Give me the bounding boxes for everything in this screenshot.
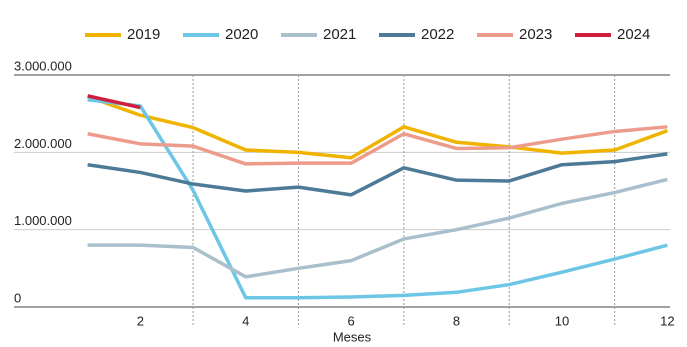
legend-text: 2024 <box>617 26 650 43</box>
series-line <box>87 125 668 166</box>
legend-text: 2019 <box>127 26 160 43</box>
series-line <box>87 95 668 160</box>
x-tick-label: 12 <box>660 313 674 328</box>
series-line <box>87 94 141 110</box>
x-tick-label: 2 <box>137 313 144 328</box>
legend-text: 2020 <box>225 26 258 43</box>
legend-text: 2021 <box>323 26 356 43</box>
y-tick-label: 0 <box>14 290 21 305</box>
x-tick-label: 4 <box>242 313 249 328</box>
legend-text: 2022 <box>421 26 454 43</box>
legend-text: 2023 <box>519 26 552 43</box>
x-tick-label: 10 <box>555 313 569 328</box>
y-tick-label: 2.000.000 <box>14 136 72 151</box>
x-axis-label: Meses <box>333 329 372 344</box>
series-line <box>87 152 668 197</box>
series-line <box>87 98 668 300</box>
series-line <box>87 177 668 279</box>
x-tick-label: 6 <box>348 313 355 328</box>
y-tick-label: 3.000.000 <box>14 58 72 73</box>
x-tick-label: 8 <box>453 313 460 328</box>
y-tick-label: 1.000.000 <box>14 213 72 228</box>
